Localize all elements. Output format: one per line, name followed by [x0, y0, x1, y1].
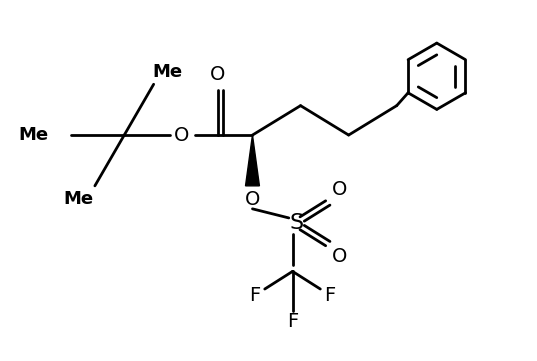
Text: O: O — [210, 65, 226, 84]
Text: F: F — [250, 286, 261, 305]
Text: F: F — [287, 312, 298, 331]
Polygon shape — [245, 135, 259, 186]
Text: O: O — [175, 126, 190, 144]
Text: S: S — [290, 213, 304, 233]
Text: Me: Me — [64, 190, 94, 208]
Text: Me: Me — [18, 126, 48, 144]
Text: F: F — [324, 286, 336, 305]
Text: O: O — [332, 180, 347, 199]
Text: O: O — [245, 190, 260, 209]
Text: O: O — [332, 247, 347, 266]
Text: Me: Me — [152, 63, 182, 81]
